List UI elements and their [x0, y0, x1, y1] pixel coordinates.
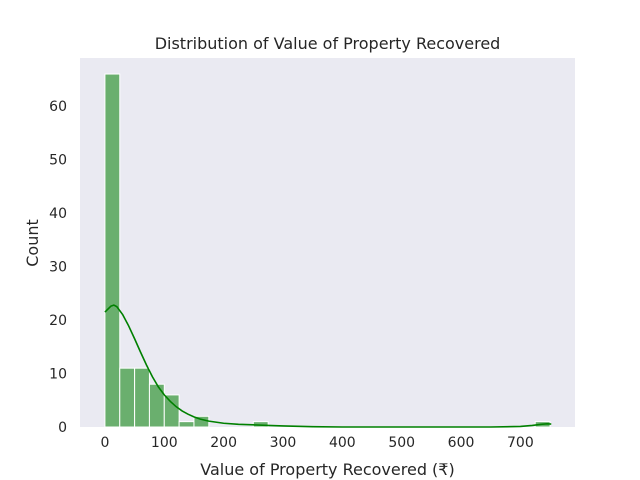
histogram-bars: [104, 73, 551, 428]
x-tick-label: 0: [100, 435, 109, 451]
y-tick-label: 20: [49, 313, 67, 329]
y-tick-label: 40: [49, 206, 67, 222]
kde-curve: [104, 304, 552, 428]
y-axis-ticks: 0 10 20 30 40 50 60: [49, 99, 67, 436]
x-tick-label: 500: [388, 435, 415, 451]
histogram-bar: [163, 394, 180, 428]
x-tick-label: 100: [151, 435, 178, 451]
y-tick-label: 60: [49, 99, 67, 115]
y-tick-label: 10: [49, 367, 67, 383]
y-axis-label: Count: [23, 219, 42, 267]
x-tick-label: 700: [507, 435, 534, 451]
x-tick-label: 600: [448, 435, 475, 451]
x-axis-label: Value of Property Recovered (₹): [200, 460, 454, 479]
histogram-bar: [134, 367, 150, 428]
x-axis-ticks: 0 100 200 300 400 500 600 700: [100, 435, 533, 451]
plot-area: [80, 58, 575, 427]
x-tick-label: 200: [210, 435, 237, 451]
y-tick-label: 0: [58, 420, 67, 436]
histogram-bar: [178, 421, 195, 428]
y-tick-label: 50: [49, 153, 67, 169]
y-tick-label: 30: [49, 260, 67, 276]
x-tick-label: 300: [270, 435, 297, 451]
histogram-bar: [104, 73, 121, 428]
x-tick-label: 400: [329, 435, 356, 451]
chart-title: Distribution of Value of Property Recove…: [155, 34, 501, 53]
histogram-bar: [119, 367, 136, 428]
